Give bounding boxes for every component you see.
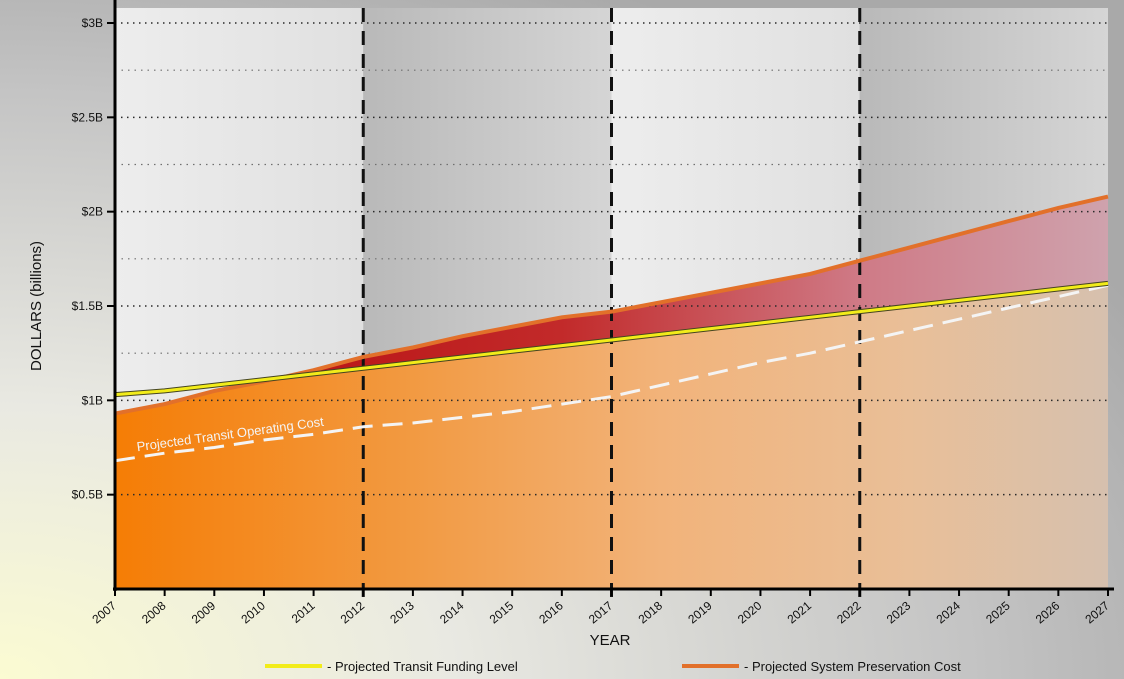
y-tick-label: $2.5B <box>72 110 103 124</box>
y-tick-label: $1B <box>82 393 103 407</box>
legend-label-preservation: - Projected System Preservation Cost <box>744 659 961 674</box>
y-tick-label: $0.5B <box>72 488 103 502</box>
y-tick-label: $1.5B <box>72 299 103 313</box>
y-tick-label: $2B <box>82 205 103 219</box>
y-axis-title: DOLLARS (billions) <box>28 241 45 371</box>
axes <box>113 0 1114 591</box>
legend-label-funding: - Projected Transit Funding Level <box>327 659 518 674</box>
y-tick-label: $3B <box>82 16 103 30</box>
y-axis-ticks: $0.5B $1B $1.5B $2B $2.5B $3B <box>72 16 115 502</box>
x-axis-title: YEAR <box>590 632 631 649</box>
legend: - Projected Transit Funding Level - Proj… <box>265 659 961 674</box>
operating-cost-line <box>114 283 1109 463</box>
period-dividers <box>361 8 862 597</box>
series-lines <box>114 194 1109 463</box>
funding-level-line <box>114 281 1109 397</box>
